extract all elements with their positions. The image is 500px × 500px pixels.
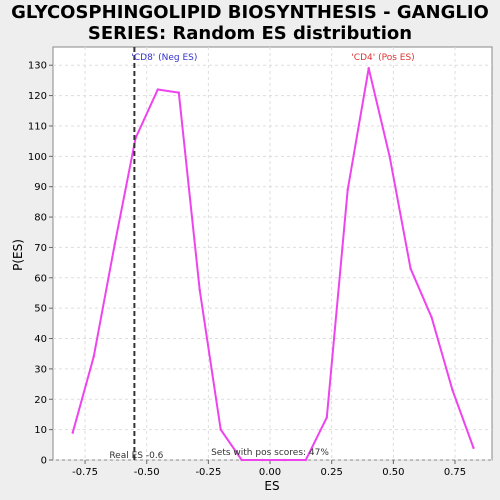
series-point xyxy=(240,458,243,462)
x-tick-label: 0.00 xyxy=(259,467,281,478)
series-point xyxy=(304,458,307,462)
series-point xyxy=(219,428,222,431)
x-tick-label: -0.75 xyxy=(72,467,98,478)
x-tick-label: -0.50 xyxy=(134,467,160,478)
y-tick-label: 80 xyxy=(34,213,47,224)
y-tick-label: 130 xyxy=(28,61,47,72)
series-point xyxy=(177,91,180,94)
x-tick-label: 0.50 xyxy=(382,467,404,478)
series-point xyxy=(113,243,116,246)
x-tick-label: 0.25 xyxy=(321,467,343,478)
series-point xyxy=(71,431,74,434)
y-tick-label: 120 xyxy=(28,91,47,102)
x-tick-label: 0.75 xyxy=(444,467,466,478)
y-tick-label: 100 xyxy=(28,152,47,163)
y-tick-label: 40 xyxy=(34,334,47,345)
y-axis-label: P(ES) xyxy=(11,239,25,271)
chart-title-line-1: GLYCOSPHINGOLIPID BIOSYNTHESIS - GANGLIO xyxy=(11,2,489,23)
series-point xyxy=(430,316,433,319)
series-point xyxy=(367,67,370,70)
series-layer xyxy=(71,67,475,462)
series-point xyxy=(388,155,391,158)
series-point xyxy=(451,388,454,392)
pos-es-label: 'CD4' (Pos ES) xyxy=(351,53,414,63)
y-tick-label: 70 xyxy=(34,243,47,254)
series-point xyxy=(325,416,328,419)
y-axis: 0 10 20 30 40 50 60 70 80 90 100 110 120 130 xyxy=(28,61,53,467)
chart-title: GLYCOSPHINGOLIPID BIOSYNTHESIS - GANGLIO… xyxy=(0,2,500,44)
series-point xyxy=(261,458,264,462)
y-tick-label: 110 xyxy=(28,121,47,132)
series-point xyxy=(156,88,160,91)
y-tick-label: 0 xyxy=(41,456,47,467)
series-point xyxy=(283,458,287,462)
series-line-0 xyxy=(71,68,475,461)
y-tick-label: 90 xyxy=(34,182,47,193)
neg-es-label: 'CD8' (Neg ES) xyxy=(131,53,197,63)
plot-area xyxy=(52,46,493,461)
y-tick-label: 30 xyxy=(34,364,47,375)
series-point xyxy=(92,355,95,358)
series-point xyxy=(346,188,349,191)
x-tick-label: -0.25 xyxy=(195,467,221,478)
y-tick-label: 60 xyxy=(34,273,47,284)
y-tick-label: 20 xyxy=(34,395,47,406)
x-axis: -0.75 -0.50 -0.25 0.00 0.25 0.50 0.75 xyxy=(72,460,466,478)
real-es-label: Real ES -0.6 xyxy=(109,451,163,461)
series-point xyxy=(472,446,475,450)
y-tick-label: 10 xyxy=(34,425,47,436)
y-tick-label: 50 xyxy=(34,304,47,315)
series-point xyxy=(409,267,412,270)
pos-scores-label: Sets with pos scores: 47% xyxy=(211,448,329,458)
chart-title-line-2: SERIES: Random ES distribution xyxy=(87,23,413,44)
x-axis-label: ES xyxy=(264,479,279,493)
series-point xyxy=(198,288,201,292)
